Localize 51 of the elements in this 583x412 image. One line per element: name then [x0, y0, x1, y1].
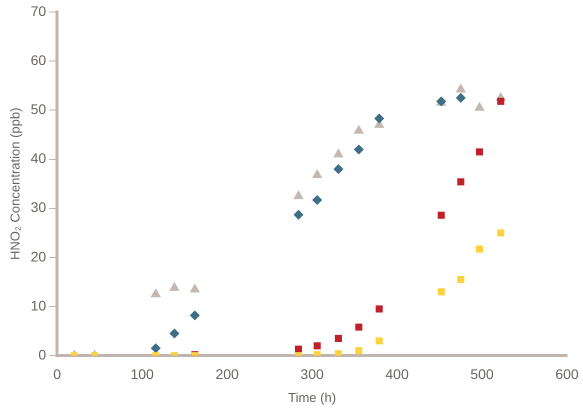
point [190, 310, 200, 320]
point [438, 212, 445, 219]
point [476, 246, 484, 253]
x-axis-title: Time (h) [288, 390, 336, 405]
y-tick-label: 20 [30, 248, 46, 264]
point [474, 102, 485, 111]
x-tick-label: 500 [470, 366, 494, 382]
point [355, 324, 362, 331]
point [438, 288, 445, 296]
y-tick-label: 40 [30, 150, 46, 166]
x-tick-label: 300 [300, 366, 324, 382]
point [169, 328, 180, 339]
x-tick-label: 600 [555, 366, 579, 382]
y-tick-label: 60 [30, 52, 46, 68]
point [354, 144, 364, 154]
point [314, 342, 321, 350]
point [334, 334, 342, 342]
point [374, 114, 384, 124]
y-tick-label: 30 [30, 199, 46, 216]
x-tick-label: 100 [130, 366, 154, 382]
y-tick-label: 0 [38, 346, 46, 362]
point [293, 190, 304, 200]
point [169, 282, 180, 291]
x-tick-label: 200 [215, 366, 240, 382]
point [312, 168, 322, 178]
point [476, 148, 484, 156]
point [312, 195, 322, 205]
point [456, 92, 466, 103]
x-tick-label: 400 [385, 366, 409, 382]
y-axis-title: HNO₂ Concentration (ppb) [7, 108, 22, 260]
point [457, 276, 464, 284]
point [456, 84, 466, 93]
point [355, 347, 362, 354]
x-tick-label: 0 [53, 366, 62, 382]
point [150, 343, 161, 354]
point [497, 98, 504, 105]
point [457, 178, 464, 186]
point [190, 283, 200, 292]
point [497, 229, 504, 236]
y-tick-label: 10 [30, 297, 46, 314]
y-tick-label: 50 [30, 101, 46, 118]
point [333, 148, 344, 158]
point [354, 124, 364, 134]
point [376, 305, 383, 313]
point [333, 164, 344, 174]
point [376, 337, 383, 344]
point [293, 210, 304, 220]
point [150, 288, 161, 298]
point [334, 350, 342, 356]
point [294, 346, 302, 353]
y-tick-label: 70 [30, 2, 46, 19]
